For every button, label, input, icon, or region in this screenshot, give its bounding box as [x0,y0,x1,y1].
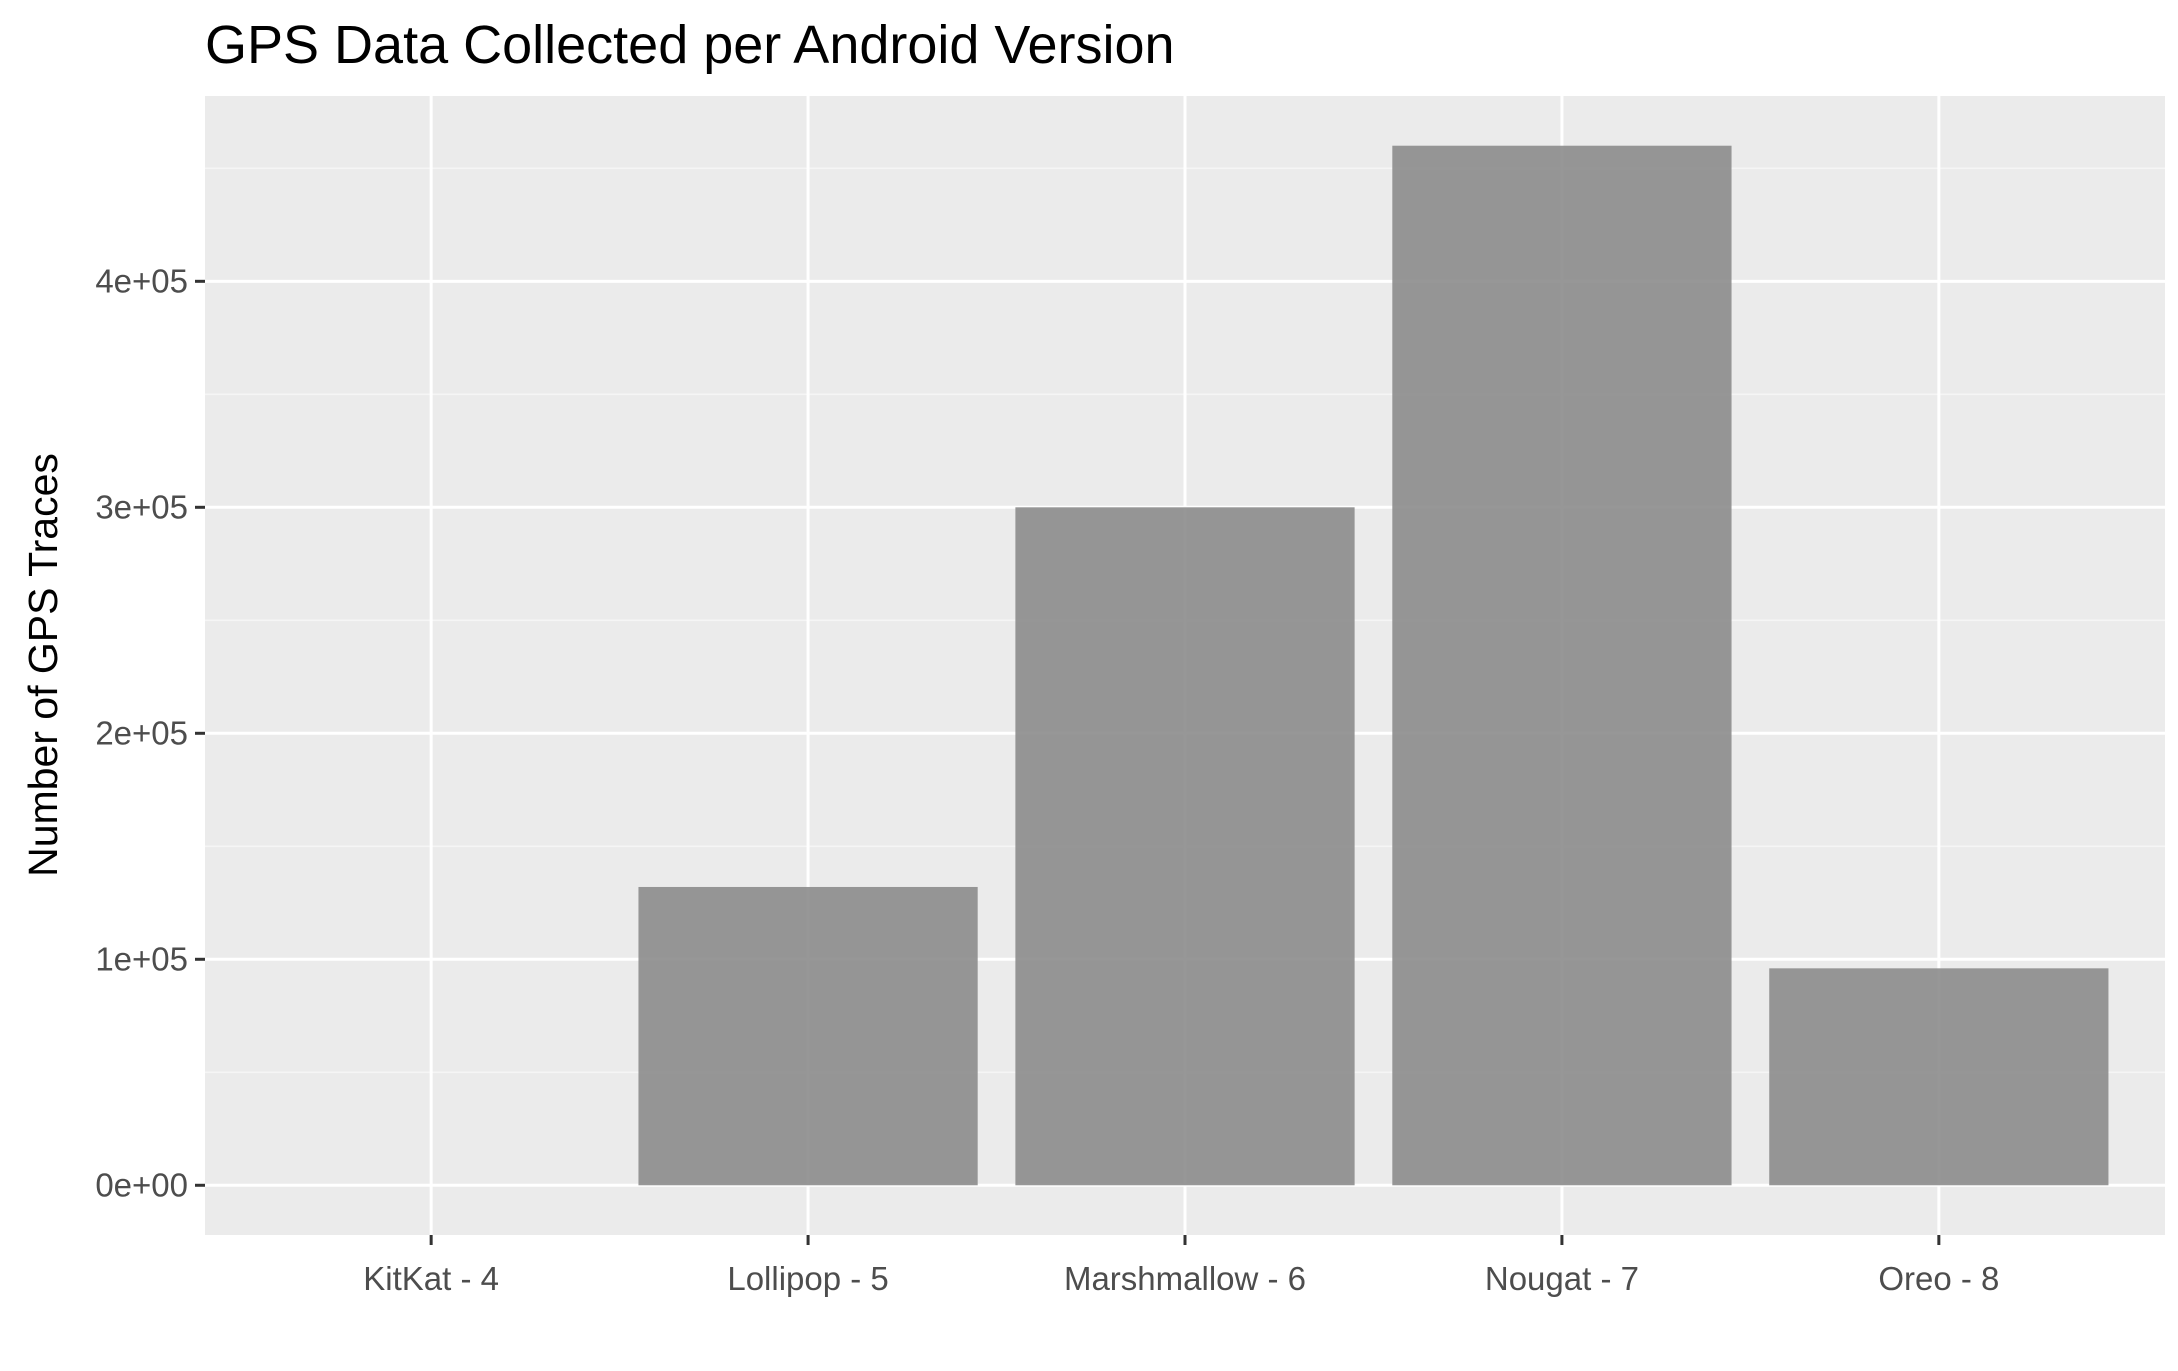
y-tick-label: 2e+05 [95,714,188,751]
y-axis: 0e+00 1e+05 2e+05 3e+05 4e+05 [95,262,205,1203]
x-axis: KitKat - 4 Lollipop - 5 Marshmallow - 6 Nou… [363,1235,1999,1297]
bar-oreo-8 [1769,968,2109,1186]
bars [638,145,2109,1186]
x-tick-label: KitKat - 4 [363,1260,499,1297]
x-tick-label: Lollipop - 5 [727,1260,888,1297]
bar-marshmallow-6 [1015,507,1355,1186]
chart-title: GPS Data Collected per Android Version [205,15,1175,75]
x-tick-label: Marshmallow - 6 [1064,1260,1306,1297]
x-tick-label: Nougat - 7 [1485,1260,1639,1297]
y-tick-label: 0e+00 [95,1166,188,1203]
y-tick-label: 3e+05 [95,488,188,525]
bar-lollipop-5 [638,886,978,1186]
x-tick-label: Oreo - 8 [1878,1260,1999,1297]
y-axis-label: Number of GPS Traces [20,453,66,877]
y-tick-label: 4e+05 [95,262,188,299]
y-tick-label: 1e+05 [95,940,188,977]
bar-nougat-7 [1392,145,1732,1186]
